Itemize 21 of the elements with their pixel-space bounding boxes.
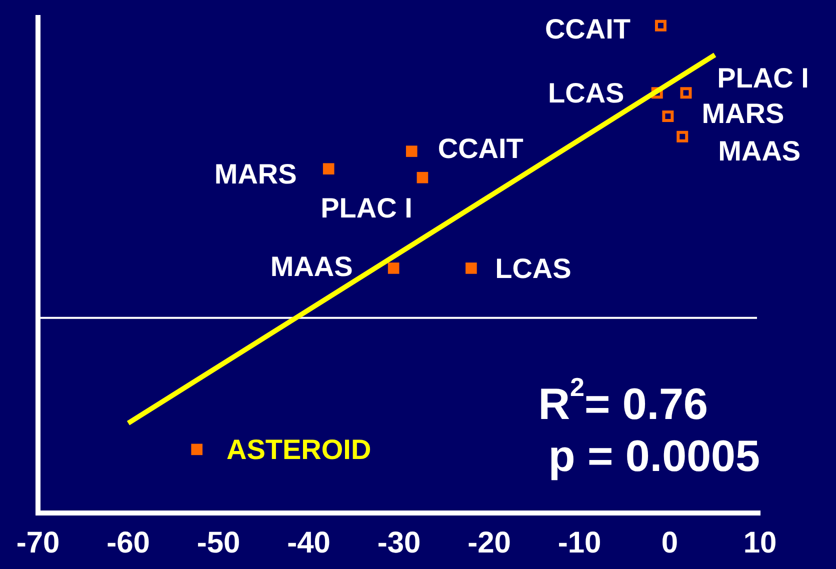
x-tick-label: -40 [287,526,330,560]
x-tick-label: -70 [16,526,60,560]
x-tick-label: -30 [377,526,421,560]
x-tick-label: -10 [558,526,602,560]
x-tick-label: -60 [106,526,150,560]
annotation: MAAS [270,250,353,282]
annotation: MARS [214,158,297,190]
annotation: CCAIT [438,133,524,164]
x-tick-label: 10 [743,526,777,560]
annotation: MAAS [718,135,801,166]
x-tick-label: -50 [196,526,240,560]
annotation: ASTEROID [226,434,372,466]
x-tick-label: 0 [661,526,678,560]
annotation: LCAS [548,78,624,109]
annotation: MARS [702,98,784,129]
annotation: PLAC I [717,62,809,94]
x-tick-label: -20 [468,526,511,560]
annotation: p = 0.0005 [548,432,760,482]
annotation: PLAC I [320,192,412,224]
annotation: CCAIT [544,13,630,44]
annotation: LCAS [495,252,572,284]
